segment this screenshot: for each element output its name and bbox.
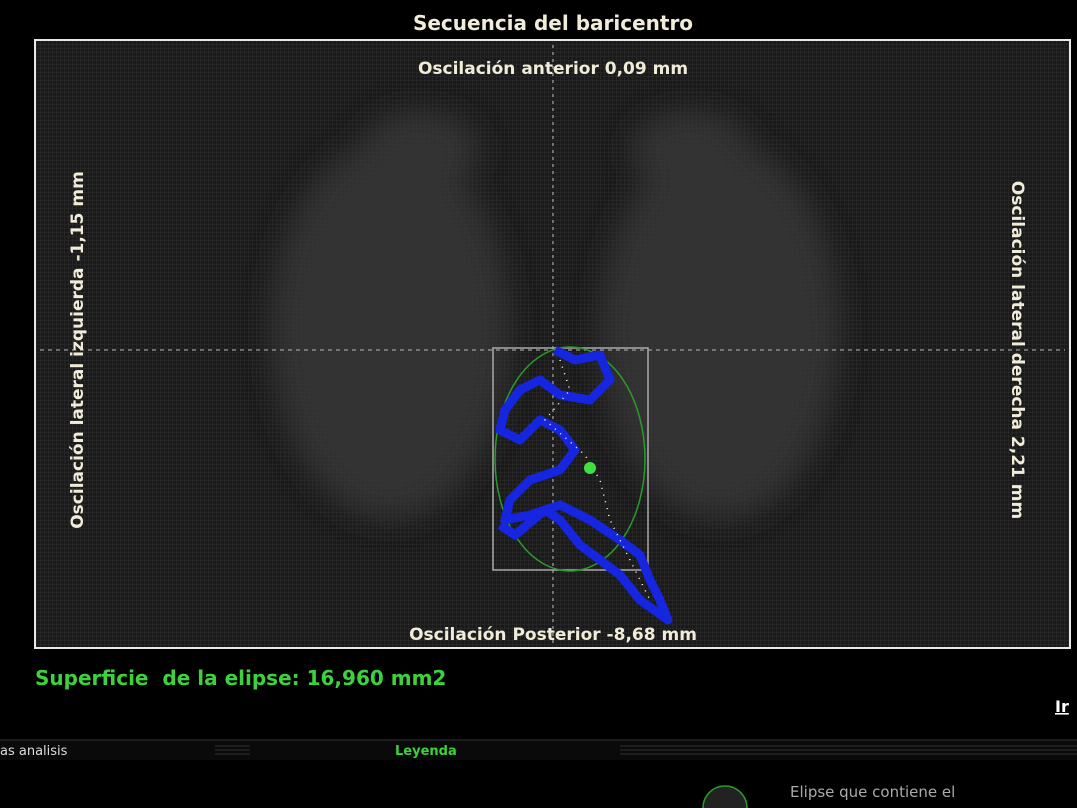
tab[interactable]: Leyenda — [395, 744, 457, 759]
side-label: Ir — [1055, 697, 1069, 716]
barycenter — [584, 462, 596, 474]
anterior-label: Oscilación anterior 0,09 mm — [418, 59, 688, 79]
left-label: Oscilación lateral izquierda -1,15 mm — [68, 171, 88, 529]
legend-text: Elipse que contiene el — [790, 783, 955, 801]
posterior-label: Oscilación Posterior -8,68 mm — [409, 625, 697, 645]
screen: Secuencia del baricentro Oscilación ante… — [0, 0, 1077, 808]
page: Secuencia del baricentro Oscilación ante… — [0, 0, 1077, 808]
panel-title: Secuencia del baricentro — [413, 11, 693, 35]
right-label: Oscilación lateral derecha 2,21 mm — [1007, 181, 1027, 519]
tab[interactable]: as analisis — [0, 744, 68, 759]
surface-label: Superficie de la elipse: 16,960 mm2 — [35, 666, 446, 690]
